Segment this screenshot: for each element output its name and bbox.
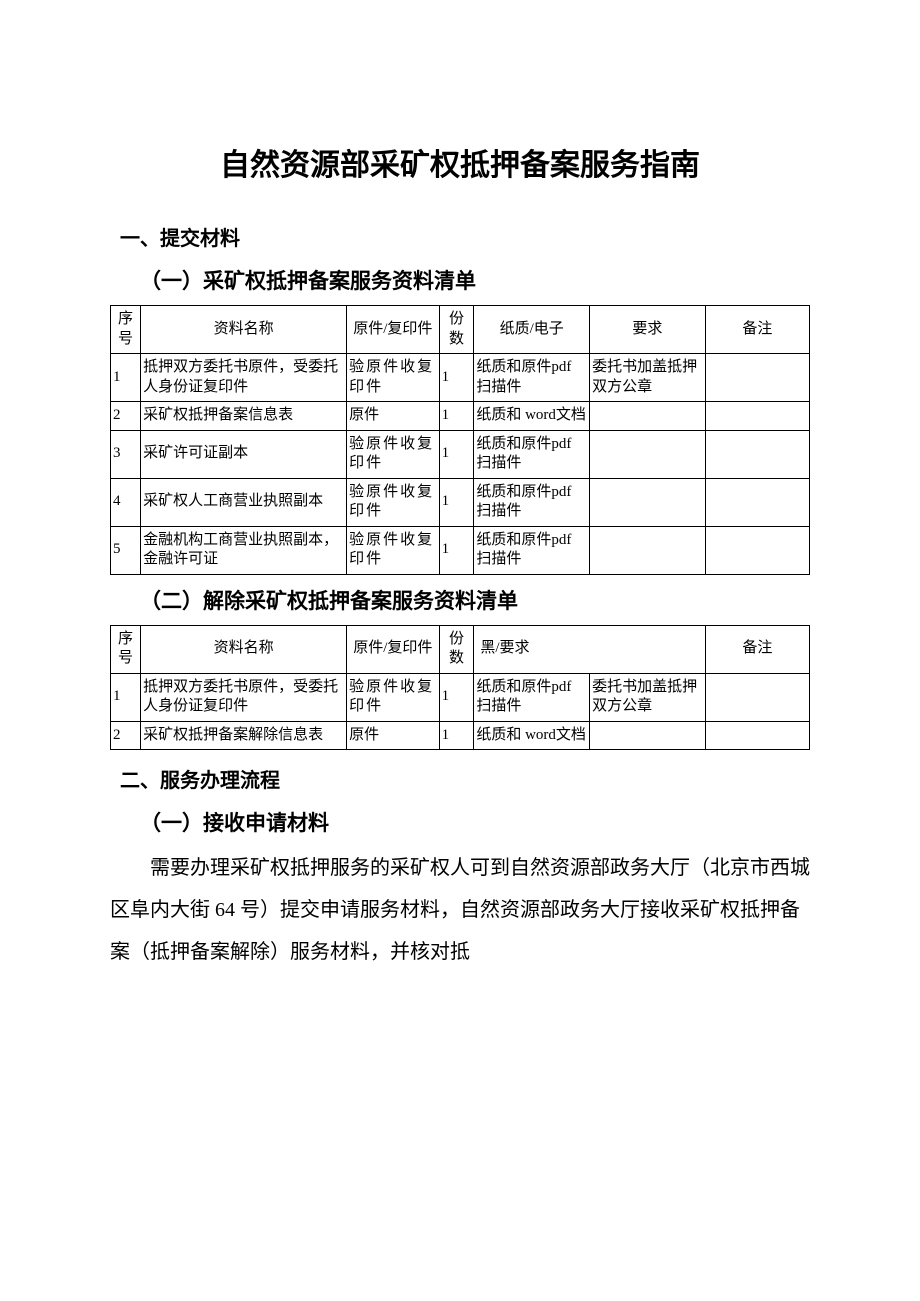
cell-seq: 1 bbox=[111, 673, 141, 721]
cell-cnt: 1 bbox=[439, 673, 474, 721]
cell-fmt: 纸质和原件pdf 扫描件 bbox=[474, 478, 590, 526]
page-title: 自然资源部采矿权抵押备案服务指南 bbox=[110, 140, 810, 184]
col-header-req: 要求 bbox=[590, 306, 706, 354]
cell-cnt: 1 bbox=[439, 402, 474, 431]
col-header-orig: 原件/复印件 bbox=[347, 306, 440, 354]
cell-orig: 原件 bbox=[347, 721, 440, 750]
materials-table-2: 序号 资料名称 原件/复印件 份数 黑/要求 备注 1 抵押双方委托书原件，受委… bbox=[110, 625, 810, 751]
cell-name: 金融机构工商营业执照副本，金融许可证 bbox=[141, 526, 347, 574]
cell-req bbox=[590, 721, 706, 750]
body-paragraph: 需要办理采矿权抵押服务的采矿权人可到自然资源部政务大厅（北京市西城区阜内大街 6… bbox=[110, 847, 810, 973]
cell-fmt: 纸质和原件pdf 扫描件 bbox=[474, 430, 590, 478]
cell-req bbox=[590, 430, 706, 478]
table-row: 5 金融机构工商营业执照副本，金融许可证 验原件收复印件 1 纸质和原件pdf … bbox=[111, 526, 810, 574]
table-row: 4 采矿权人工商营业执照副本 验原件收复印件 1 纸质和原件pdf 扫描件 bbox=[111, 478, 810, 526]
cell-req bbox=[590, 478, 706, 526]
cell-note bbox=[705, 430, 809, 478]
cell-seq: 4 bbox=[111, 478, 141, 526]
cell-orig: 原件 bbox=[347, 402, 440, 431]
table-row: 1 抵押双方委托书原件，受委托人身份证复印件 验原件收复印件 1 纸质和原件pd… bbox=[111, 354, 810, 402]
col-header-seq: 序号 bbox=[111, 306, 141, 354]
cell-name: 采矿权抵押备案解除信息表 bbox=[141, 721, 347, 750]
cell-req bbox=[590, 402, 706, 431]
cell-note bbox=[705, 402, 809, 431]
cell-name: 采矿权抵押备案信息表 bbox=[141, 402, 347, 431]
col-header-note: 备注 bbox=[705, 306, 809, 354]
col-header-orig: 原件/复印件 bbox=[347, 625, 440, 673]
cell-orig: 验原件收复印件 bbox=[347, 478, 440, 526]
cell-seq: 2 bbox=[111, 402, 141, 431]
col-header-name: 资料名称 bbox=[141, 306, 347, 354]
cell-name: 采矿许可证副本 bbox=[141, 430, 347, 478]
cell-orig: 验原件收复印件 bbox=[347, 354, 440, 402]
cell-cnt: 1 bbox=[439, 430, 474, 478]
col-header-seq: 序号 bbox=[111, 625, 141, 673]
cell-cnt: 1 bbox=[439, 526, 474, 574]
col-header-fmt: 纸质/电子 bbox=[474, 306, 590, 354]
cell-note bbox=[705, 526, 809, 574]
cell-cnt: 1 bbox=[439, 478, 474, 526]
section-1-heading: 一、提交材料 bbox=[120, 222, 810, 251]
cell-seq: 2 bbox=[111, 721, 141, 750]
cell-req: 委托书加盖抵押双方公章 bbox=[590, 354, 706, 402]
col-header-note: 备注 bbox=[705, 625, 809, 673]
cell-orig: 验原件收复印件 bbox=[347, 526, 440, 574]
table-row: 2 采矿权抵押备案信息表 原件 1 纸质和 word文档 bbox=[111, 402, 810, 431]
cell-note bbox=[705, 478, 809, 526]
cell-cnt: 1 bbox=[439, 721, 474, 750]
cell-note bbox=[705, 721, 809, 750]
cell-seq: 1 bbox=[111, 354, 141, 402]
cell-fmt: 纸质和原件pdf 扫描件 bbox=[474, 526, 590, 574]
col-header-fmtreq: 黑/要求 bbox=[474, 625, 705, 673]
cell-fmt: 纸质和 word文档 bbox=[474, 402, 590, 431]
table-row: 1 抵押双方委托书原件，受委托人身份证复印件 验原件收复印件 1 纸质和原件pd… bbox=[111, 673, 810, 721]
subsection-2-heading: （二）解除采矿权抵押备案服务资料清单 bbox=[140, 585, 810, 615]
table-row: 3 采矿许可证副本 验原件收复印件 1 纸质和原件pdf 扫描件 bbox=[111, 430, 810, 478]
subsection-1-heading: （一）采矿权抵押备案服务资料清单 bbox=[140, 265, 810, 295]
cell-orig: 验原件收复印件 bbox=[347, 673, 440, 721]
col-header-cnt: 份数 bbox=[439, 306, 474, 354]
cell-orig: 验原件收复印件 bbox=[347, 430, 440, 478]
cell-seq: 5 bbox=[111, 526, 141, 574]
materials-table-1: 序号 资料名称 原件/复印件 份数 纸质/电子 要求 备注 1 抵押双方委托书原… bbox=[110, 305, 810, 575]
cell-fmt: 纸质和原件pdf 扫描件 bbox=[474, 354, 590, 402]
cell-req: 委托书加盖抵押双方公章 bbox=[590, 673, 706, 721]
cell-req bbox=[590, 526, 706, 574]
cell-name: 采矿权人工商营业执照副本 bbox=[141, 478, 347, 526]
cell-name: 抵押双方委托书原件，受委托人身份证复印件 bbox=[141, 673, 347, 721]
section-2-heading: 二、服务办理流程 bbox=[120, 764, 810, 793]
col-header-cnt: 份数 bbox=[439, 625, 474, 673]
table-header-row: 序号 资料名称 原件/复印件 份数 纸质/电子 要求 备注 bbox=[111, 306, 810, 354]
subsection-3-heading: （一）接收申请材料 bbox=[140, 807, 810, 837]
cell-seq: 3 bbox=[111, 430, 141, 478]
cell-cnt: 1 bbox=[439, 354, 474, 402]
cell-note bbox=[705, 673, 809, 721]
table-row: 2 采矿权抵押备案解除信息表 原件 1 纸质和 word文档 bbox=[111, 721, 810, 750]
page-container: 自然资源部采矿权抵押备案服务指南 一、提交材料 （一）采矿权抵押备案服务资料清单… bbox=[0, 0, 920, 1301]
cell-fmt: 纸质和 word文档 bbox=[474, 721, 590, 750]
col-header-name: 资料名称 bbox=[141, 625, 347, 673]
cell-fmt: 纸质和原件pdf 扫描件 bbox=[474, 673, 590, 721]
cell-name: 抵押双方委托书原件，受委托人身份证复印件 bbox=[141, 354, 347, 402]
table-header-row: 序号 资料名称 原件/复印件 份数 黑/要求 备注 bbox=[111, 625, 810, 673]
cell-note bbox=[705, 354, 809, 402]
